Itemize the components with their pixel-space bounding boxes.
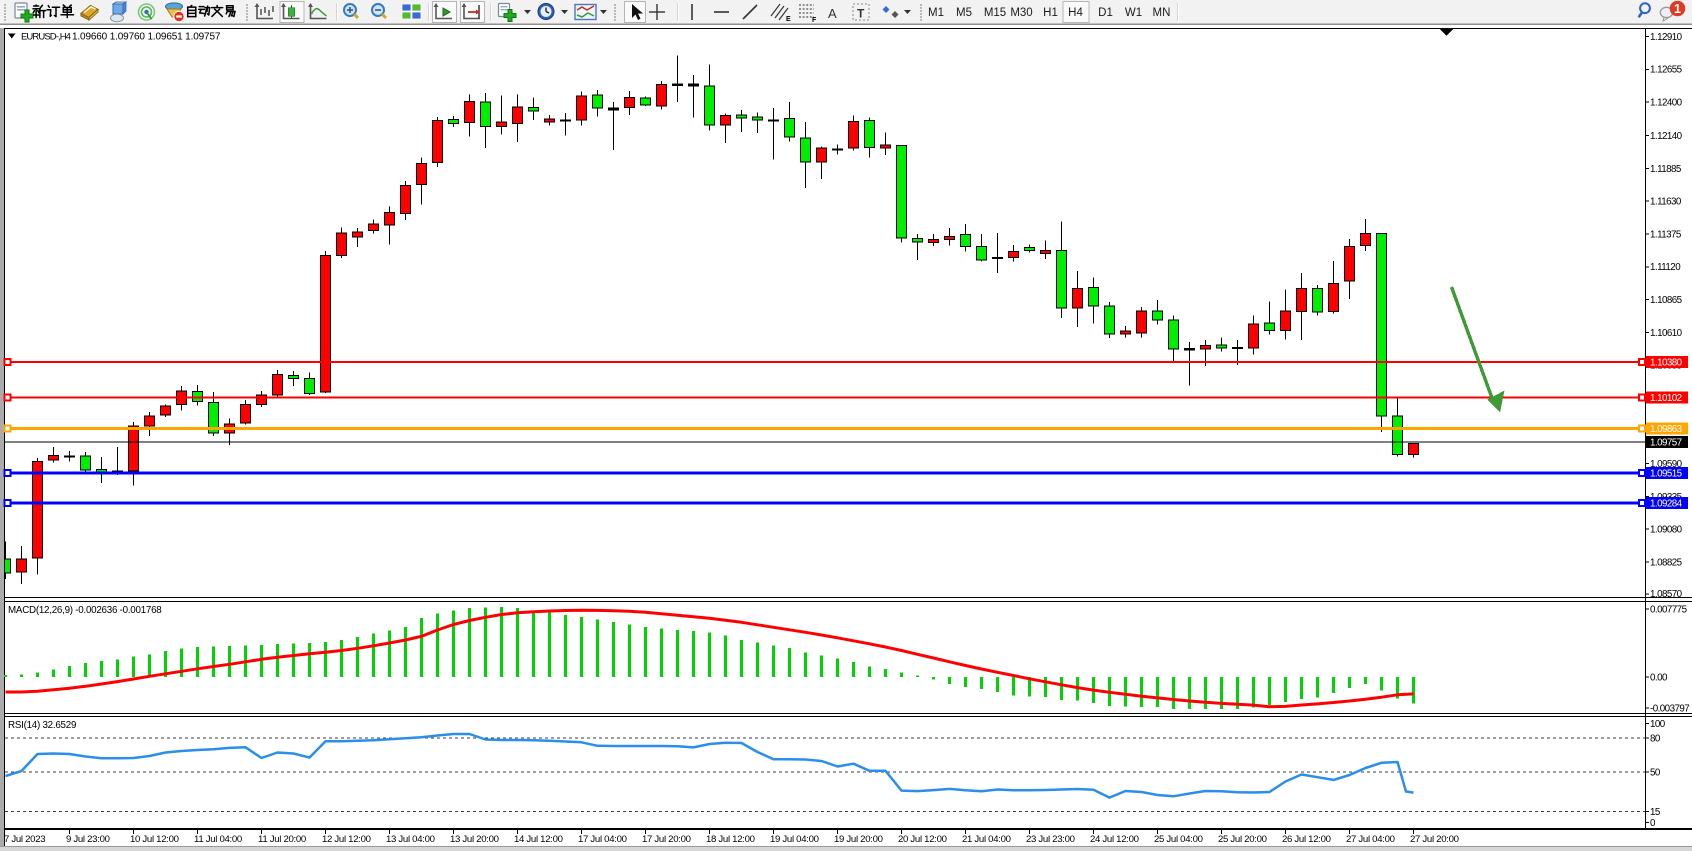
svg-text:1.11885: 1.11885: [1650, 164, 1682, 175]
svg-text:RSI(14) 32.6529: RSI(14) 32.6529: [8, 720, 76, 731]
svg-text:1.11630: 1.11630: [1650, 197, 1682, 208]
svg-text:1.10380: 1.10380: [1650, 357, 1683, 368]
svg-text:0: 0: [1650, 818, 1656, 829]
svg-text:F: F: [812, 17, 817, 24]
svg-text:T: T: [857, 7, 865, 21]
svg-text:1.12910: 1.12910: [1650, 32, 1683, 43]
svg-text:12 Jul 12:00: 12 Jul 12:00: [322, 834, 371, 845]
svg-text:EURUSD-,H4: EURUSD-,H4: [21, 32, 71, 43]
svg-text:18 Jul 12:00: 18 Jul 12:00: [706, 834, 755, 845]
svg-text:10 Jul 12:00: 10 Jul 12:00: [130, 834, 179, 845]
svg-text:14 Jul 12:00: 14 Jul 12:00: [514, 834, 563, 845]
svg-text:1: 1: [1674, 2, 1681, 16]
svg-text:25 Jul 04:00: 25 Jul 04:00: [1154, 834, 1203, 845]
svg-text:M30: M30: [1010, 7, 1032, 19]
svg-text:H4: H4: [1068, 7, 1083, 19]
svg-text:80: 80: [1650, 733, 1661, 744]
svg-text:15: 15: [1650, 807, 1661, 818]
svg-text:17 Jul 20:00: 17 Jul 20:00: [642, 834, 691, 845]
svg-text:-0.003797: -0.003797: [1650, 703, 1689, 714]
svg-text:1.09757: 1.09757: [1650, 437, 1682, 448]
svg-text:19 Jul 20:00: 19 Jul 20:00: [834, 834, 883, 845]
svg-text:25 Jul 20:00: 25 Jul 20:00: [1218, 834, 1267, 845]
svg-text:M1: M1: [928, 7, 944, 19]
svg-text:M5: M5: [956, 7, 972, 19]
svg-text:1.08570: 1.08570: [1650, 589, 1683, 600]
svg-text:24 Jul 12:00: 24 Jul 12:00: [1090, 834, 1139, 845]
svg-text:23 Jul 23:00: 23 Jul 23:00: [1026, 834, 1075, 845]
svg-text:7 Jul 2023: 7 Jul 2023: [4, 834, 45, 845]
svg-text:1.09863: 1.09863: [1650, 424, 1683, 435]
svg-text:MN: MN: [1153, 7, 1171, 19]
svg-text:0.007775: 0.007775: [1650, 604, 1688, 615]
svg-text:W1: W1: [1125, 7, 1142, 19]
svg-text:27 Jul 04:00: 27 Jul 04:00: [1346, 834, 1395, 845]
svg-text:1.09660 1.09760 1.09651 1.0975: 1.09660 1.09760 1.09651 1.09757: [72, 32, 221, 43]
svg-text:100: 100: [1650, 719, 1666, 730]
svg-text:1.11375: 1.11375: [1650, 229, 1682, 240]
svg-text:19 Jul 04:00: 19 Jul 04:00: [770, 834, 819, 845]
svg-text:1.12400: 1.12400: [1650, 98, 1683, 109]
svg-text:1.09284: 1.09284: [1650, 498, 1683, 509]
svg-text:26 Jul 12:00: 26 Jul 12:00: [1282, 834, 1331, 845]
svg-text:21 Jul 04:00: 21 Jul 04:00: [962, 834, 1011, 845]
svg-text:1.12140: 1.12140: [1650, 131, 1683, 142]
svg-text:27 Jul 20:00: 27 Jul 20:00: [1410, 834, 1459, 845]
svg-text:13 Jul 20:00: 13 Jul 20:00: [450, 834, 499, 845]
svg-text:17 Jul 04:00: 17 Jul 04:00: [578, 834, 627, 845]
svg-text:11 Jul 04:00: 11 Jul 04:00: [194, 834, 242, 845]
svg-text:9 Jul 23:00: 9 Jul 23:00: [66, 834, 110, 845]
svg-text:1.12655: 1.12655: [1650, 65, 1683, 76]
svg-text:11 Jul 20:00: 11 Jul 20:00: [258, 834, 306, 845]
svg-text:MACD(12,26,9) -0.002636 -0.001: MACD(12,26,9) -0.002636 -0.001768: [8, 605, 162, 616]
svg-text:A: A: [828, 6, 837, 21]
svg-text:20 Jul 12:00: 20 Jul 12:00: [898, 834, 947, 845]
svg-text:0.00: 0.00: [1650, 672, 1668, 683]
svg-text:1.09080: 1.09080: [1650, 525, 1683, 536]
svg-text:1.10102: 1.10102: [1650, 393, 1682, 404]
svg-text:H1: H1: [1043, 7, 1058, 19]
svg-text:E: E: [786, 16, 791, 23]
svg-text:13 Jul 04:00: 13 Jul 04:00: [386, 834, 435, 845]
svg-text:1.11120: 1.11120: [1650, 262, 1681, 273]
svg-text:1.09515: 1.09515: [1650, 468, 1683, 479]
svg-text:1.08825: 1.08825: [1650, 557, 1683, 568]
svg-text:1.09590: 1.09590: [1650, 459, 1683, 470]
svg-text:50: 50: [1650, 767, 1661, 778]
svg-text:1.10865: 1.10865: [1650, 295, 1683, 306]
svg-text:D1: D1: [1098, 7, 1113, 19]
svg-text:1.10610: 1.10610: [1650, 328, 1683, 339]
svg-text:M15: M15: [984, 7, 1006, 19]
